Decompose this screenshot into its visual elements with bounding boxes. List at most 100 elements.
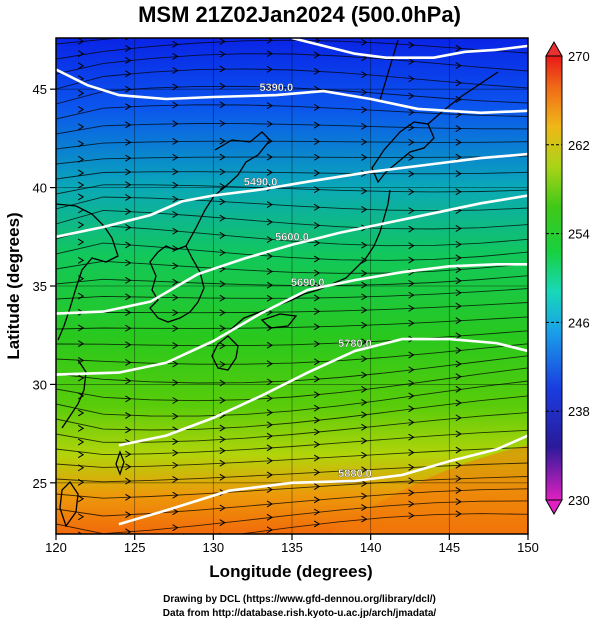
wind-arrow	[313, 222, 321, 229]
streamline	[56, 488, 528, 517]
wind-arrow	[219, 424, 226, 432]
wind-arrow	[408, 138, 415, 146]
wind-arrow	[361, 71, 368, 79]
wind-arrow	[172, 449, 179, 457]
wind-arrow	[313, 454, 321, 462]
wind-arrow	[455, 138, 462, 146]
hokkaido-coast	[371, 121, 435, 184]
wind-arrow	[313, 169, 321, 177]
wind-arrow	[313, 375, 321, 383]
wind-arrow	[266, 83, 273, 91]
contour-label-3: 5690.0	[291, 277, 325, 289]
wind-arrow	[172, 181, 179, 189]
wind-arrow	[313, 416, 321, 424]
wind-arrow	[219, 231, 226, 239]
wind-arrow	[408, 319, 415, 327]
contour-label-0: 5390.0	[259, 82, 293, 94]
streamline	[56, 395, 528, 431]
wind-arrow	[455, 188, 462, 196]
wind-arrow	[361, 281, 368, 289]
wind-arrow	[125, 477, 132, 485]
wind-arrow	[455, 277, 462, 285]
wind-arrow	[125, 276, 132, 284]
wind-arrow	[219, 280, 226, 288]
wind-arrow	[172, 195, 179, 203]
streamline	[56, 260, 528, 274]
wind-arrow	[125, 45, 132, 52]
wind-arrow	[172, 508, 179, 516]
wind-arrow	[361, 153, 368, 161]
wind-arrow	[266, 120, 273, 128]
y-tick-label-3: 40	[33, 181, 47, 196]
wind-arrow	[455, 317, 462, 325]
y-tick-label-1: 30	[33, 377, 47, 392]
wind-arrow	[266, 168, 273, 176]
wind-arrow	[172, 278, 179, 286]
wind-arrow	[125, 57, 132, 64]
wind-arrow	[455, 170, 462, 178]
wind-arrow	[408, 92, 415, 100]
wind-arrow	[313, 239, 321, 247]
wind-arrow	[266, 236, 273, 244]
wind-arrow	[125, 293, 132, 301]
streamline	[56, 184, 528, 195]
wind-arrow	[172, 491, 179, 499]
wind-arrow	[267, 26, 272, 32]
wind-arrow	[408, 280, 415, 287]
height-contours: 5390.0 5490.0 5600.0 5690.0 5780.0 5880.0	[56, 38, 528, 526]
wind-arrow	[455, 225, 462, 232]
wind-arrow	[313, 496, 321, 504]
wind-arrow	[172, 153, 179, 161]
wind-arrow	[266, 281, 273, 289]
wind-arrow	[455, 414, 462, 422]
wind-arrow	[408, 256, 415, 264]
contour-extra-0	[291, 38, 528, 59]
contour-1	[56, 152, 528, 239]
wind-arrow	[77, 531, 83, 534]
wind-arrow	[77, 181, 85, 189]
wind-arrow	[266, 360, 273, 368]
wind-arrow	[219, 324, 226, 332]
wind-arrow	[455, 266, 462, 274]
wind-arrow	[77, 38, 85, 45]
wind-arrow	[77, 123, 85, 131]
wind-arrow	[361, 321, 368, 329]
wind-arrow	[455, 498, 462, 506]
wind-arrow	[172, 40, 179, 48]
wind-arrow	[219, 137, 226, 145]
wind-arrow	[77, 50, 85, 58]
wind-arrow	[313, 294, 321, 302]
wind-arrow	[172, 138, 179, 145]
wind-arrow	[313, 323, 321, 331]
wind-arrow	[455, 62, 462, 70]
temperature-field	[56, 38, 528, 534]
wind-arrow	[455, 446, 462, 454]
wind-arrow	[455, 44, 462, 52]
chart-title: MSM 21Z02Jan2024 (500.0hPa)	[138, 2, 461, 27]
wind-arrow	[408, 108, 415, 116]
sakhalin-coast	[379, 39, 399, 101]
wind-arrow	[77, 478, 85, 486]
wind-arrow	[172, 524, 179, 532]
wind-arrow	[266, 421, 273, 429]
colorbar-max-arrow	[545, 40, 563, 57]
wind-arrow	[313, 520, 321, 528]
wind-arrow	[361, 386, 368, 393]
wind-arrow	[219, 214, 226, 222]
wind-arrow	[361, 451, 368, 459]
wind-arrow	[78, 549, 83, 555]
wind-arrow	[77, 438, 85, 446]
wind-arrow	[125, 426, 132, 434]
wind-arrow	[125, 450, 132, 458]
streamline	[56, 104, 528, 120]
wind-arrow	[125, 341, 132, 349]
streamline	[56, 209, 528, 230]
wind-arrow	[125, 224, 132, 231]
colorbar-tick-label-5: 270	[568, 49, 590, 64]
wind-arrow	[361, 398, 368, 406]
wind-arrow	[77, 424, 85, 432]
y-tick-label-2: 35	[33, 279, 47, 294]
streamline	[56, 500, 528, 534]
streamline	[56, 302, 528, 315]
china-south-coast	[61, 359, 87, 429]
